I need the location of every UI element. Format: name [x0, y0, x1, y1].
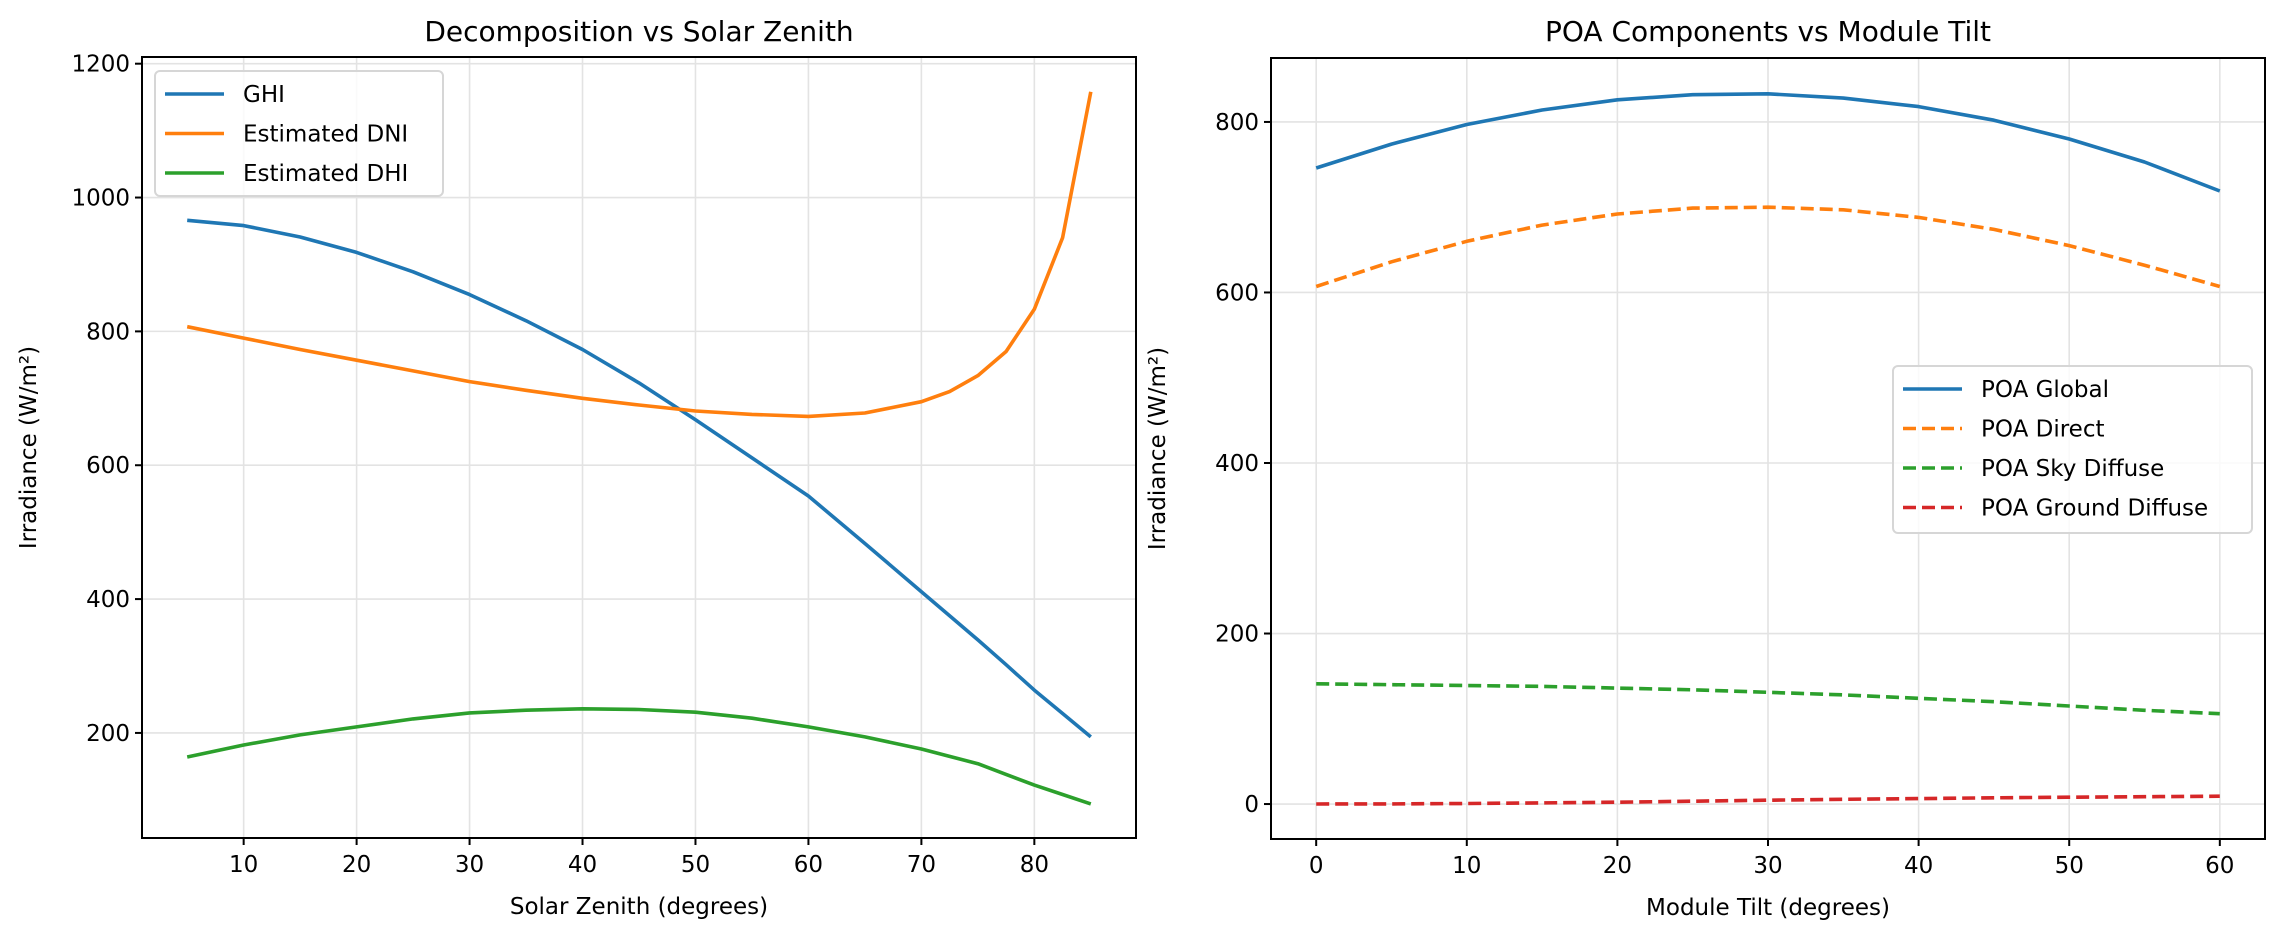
legend-label: POA Global: [1981, 377, 2109, 403]
chart-title: Decomposition vs Solar Zenith: [424, 15, 853, 48]
legend-item: POA Sky Diffuse: [1903, 456, 2164, 482]
x-tick-label: 0: [1309, 853, 1324, 879]
x-tick-label: 70: [907, 852, 936, 878]
x-tick-label: 50: [2055, 853, 2084, 879]
series-line-poa-direct: [1315, 205, 2221, 289]
y-tick-label: 0: [1244, 792, 1259, 818]
y-axis-label: Irradiance (W/m²): [1145, 347, 1171, 550]
legend-item: POA Ground Diffuse: [1903, 496, 2208, 522]
legend-item: Estimated DHI: [165, 161, 408, 187]
y-tick-label: 800: [86, 319, 130, 345]
series-line-estimated-dhi: [186, 706, 1092, 806]
x-tick-label: 30: [455, 852, 484, 878]
legend-label: Estimated DHI: [243, 161, 408, 187]
gridlines: [142, 57, 1136, 838]
y-tick-label: 200: [86, 721, 130, 747]
legend-label: Estimated DNI: [243, 122, 408, 148]
series-line-poa-global: [1315, 92, 2221, 193]
y-tick-label: 1000: [71, 186, 130, 212]
legend-label: POA Sky Diffuse: [1981, 456, 2164, 482]
legend-item: Estimated DNI: [165, 122, 408, 148]
legend-box: [154, 70, 444, 197]
legend: POA Global POA Direct POA Sky Diffuse POA G…: [1892, 365, 2253, 534]
x-tick-label: 30: [1753, 853, 1782, 879]
legend-box: [1892, 365, 2253, 534]
x-tick-label: 60: [2205, 853, 2234, 879]
legend-item: GHI: [165, 82, 285, 108]
y-axis-label: Irradiance (W/m²): [16, 346, 42, 549]
axes-frame: [141, 56, 1137, 839]
series-lines: [1315, 92, 2221, 806]
legend-label: POA Ground Diffuse: [1981, 496, 2208, 522]
series-line-poa-ground-diffuse: [1316, 794, 2220, 806]
x-tick-label: 40: [568, 852, 597, 878]
x-tick-label: 40: [1904, 853, 1933, 879]
legend: GHI Estimated DNI Estimated DHI: [154, 70, 444, 197]
x-tick-label: 20: [342, 852, 371, 878]
series-lines: [186, 91, 1093, 806]
x-tick-label: 60: [794, 852, 823, 878]
x-axis-label: Solar Zenith (degrees): [510, 894, 768, 920]
x-tick-label: 20: [1603, 853, 1632, 879]
y-tick-label: 1200: [71, 52, 130, 78]
axis-ticks: 10 20 30 40 50 60 70 80 200 400 600 800 1000 1200: [71, 52, 1049, 878]
x-tick-label: 10: [1452, 853, 1481, 879]
series-line-ghi: [187, 218, 1092, 739]
y-tick-label: 400: [1215, 451, 1259, 477]
y-tick-label: 400: [86, 587, 130, 613]
legend-label: POA Direct: [1981, 417, 2104, 443]
legend-label: GHI: [243, 82, 285, 108]
x-tick-label: 50: [681, 852, 710, 878]
legend-item: POA Global: [1903, 377, 2109, 403]
series-line-poa-sky-diffuse: [1316, 682, 2220, 716]
chart-title: POA Components vs Module Tilt: [1545, 15, 1991, 48]
y-tick-label: 200: [1215, 622, 1259, 648]
y-tick-label: 600: [1215, 280, 1259, 306]
x-axis-label: Module Tilt (degrees): [1646, 895, 1890, 921]
x-tick-label: 80: [1020, 852, 1049, 878]
y-tick-label: 800: [1215, 110, 1259, 136]
legend-item: POA Direct: [1903, 417, 2104, 443]
y-tick-label: 600: [86, 453, 130, 479]
decomposition-chart: 10 20 30 40 50 60 70 80 200 400 600 800 1000 1200 Dec…: [16, 15, 1137, 920]
x-tick-label: 10: [229, 852, 258, 878]
series-line-estimated-dni: [186, 91, 1093, 419]
